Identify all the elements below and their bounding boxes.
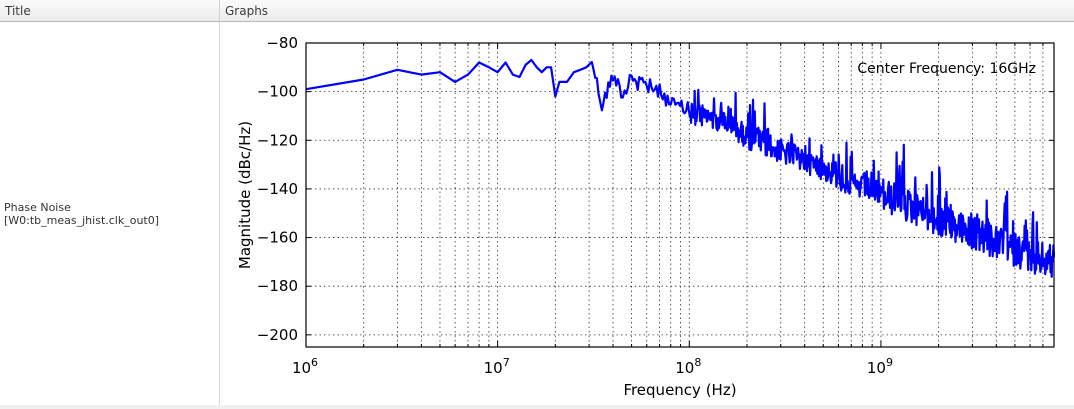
chart-grid	[305, 42, 1055, 347]
row-title-name: Phase Noise	[4, 201, 71, 214]
x-axis-label: Frequency (Hz)	[623, 381, 736, 399]
column-header-graphs[interactable]: Graphs	[225, 4, 269, 18]
svg-text:−180: −180	[257, 277, 298, 295]
table-header: Title Graphs	[0, 0, 1074, 22]
svg-text:−80: −80	[266, 34, 298, 52]
svg-text:−140: −140	[257, 180, 298, 198]
table-row[interactable]: Phase Noise [W0:tb_meas_jhist.clk_out0]	[0, 22, 1074, 406]
plot-frame	[305, 42, 1055, 348]
title-cell: Phase Noise [W0:tb_meas_jhist.clk_out0]	[0, 22, 220, 406]
column-header-title[interactable]: Title	[0, 0, 220, 22]
row-title-signal: [W0:tb_meas_jhist.clk_out0]	[4, 214, 160, 227]
svg-text:−200: −200	[257, 326, 298, 344]
svg-text:106: 106	[292, 356, 318, 377]
x-minor-ticks	[305, 43, 1055, 347]
annotation-center-frequency: Center Frequency: 16GHz	[857, 61, 1036, 77]
svg-text:−100: −100	[257, 83, 298, 101]
svg-text:109: 109	[867, 356, 893, 377]
svg-text:−160: −160	[257, 229, 298, 247]
svg-text:107: 107	[484, 356, 510, 377]
phase-noise-trace	[305, 58, 1056, 278]
svg-text:108: 108	[675, 356, 701, 377]
y-axis-label: Magnitude (dBc/Hz)	[236, 121, 254, 269]
svg-text:−120: −120	[257, 131, 298, 149]
y-axis-ticks: −80 −100 −120 −140 −160 −180 −200	[257, 34, 1054, 344]
table-footer-strip	[0, 405, 1074, 409]
row-title: Phase Noise [W0:tb_meas_jhist.clk_out0]	[4, 201, 159, 227]
x-axis-ticks: 106 107 108 109	[292, 356, 893, 377]
